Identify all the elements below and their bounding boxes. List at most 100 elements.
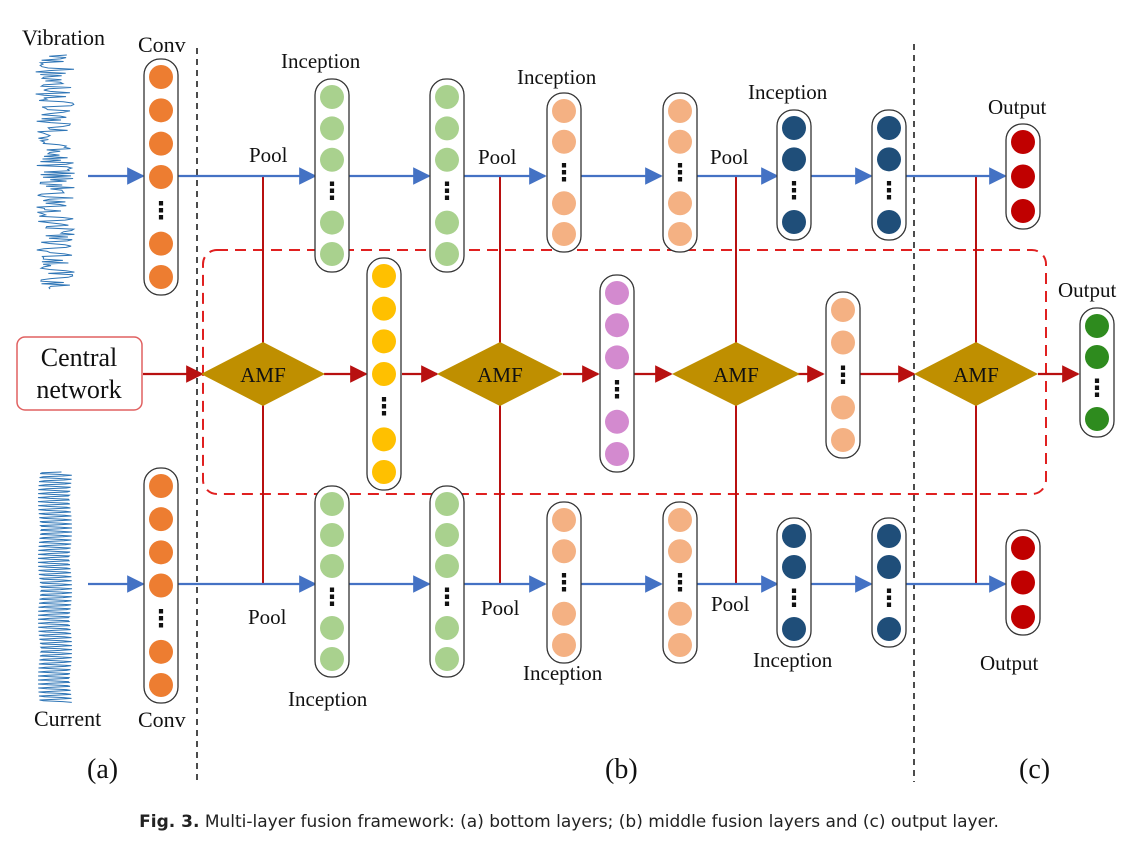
neuron-node bbox=[320, 523, 344, 547]
neuron-node bbox=[877, 555, 901, 579]
neuron-node bbox=[782, 147, 806, 172]
ellipsis-dots: ⋮ bbox=[149, 605, 173, 633]
inception2-column-bottom-b: ⋮ bbox=[662, 501, 698, 664]
amf-block-3: AMF bbox=[672, 342, 800, 406]
neuron-node bbox=[372, 362, 396, 386]
neuron-node bbox=[668, 99, 692, 123]
neuron-node bbox=[782, 524, 806, 548]
neuron-node bbox=[372, 460, 396, 484]
neuron-node bbox=[435, 554, 459, 578]
conv-column-top: ⋮ bbox=[143, 58, 179, 296]
ellipsis-dots: ⋮ bbox=[320, 583, 344, 611]
ellipsis-dots: ⋮ bbox=[877, 584, 901, 612]
neuron-node bbox=[782, 210, 806, 234]
neuron-node bbox=[1011, 130, 1035, 154]
middle-column-1: ⋮ bbox=[366, 257, 402, 491]
pool-label-top-1: Pool bbox=[249, 143, 288, 167]
neuron-node bbox=[605, 313, 629, 338]
ellipsis-dots: ⋮ bbox=[372, 393, 396, 421]
neuron-node bbox=[552, 633, 576, 657]
ellipsis-dots: ⋮ bbox=[552, 569, 576, 597]
amf-label: AMF bbox=[240, 363, 286, 387]
column-frame bbox=[825, 291, 861, 459]
neuron-node bbox=[320, 616, 344, 640]
final-output-column: ⋮ bbox=[1079, 307, 1115, 438]
neuron-node bbox=[435, 492, 459, 516]
current-label: Current bbox=[34, 706, 101, 731]
neuron-node bbox=[605, 345, 629, 370]
neuron-node bbox=[149, 474, 173, 498]
ellipsis-dots: ⋮ bbox=[435, 177, 459, 205]
neuron-node bbox=[320, 647, 344, 671]
neuron-node bbox=[552, 191, 576, 216]
neuron-node bbox=[877, 116, 901, 140]
ellipsis-dots: ⋮ bbox=[782, 584, 806, 612]
inception3-column-top-a: ⋮ bbox=[776, 109, 812, 241]
neuron-node bbox=[435, 147, 459, 172]
amf-label: AMF bbox=[713, 363, 759, 387]
pool-label-bottom-1: Pool bbox=[248, 605, 287, 629]
vibration-label: Vibration bbox=[22, 25, 105, 50]
neuron-node bbox=[149, 98, 173, 123]
inception-label-bottom-2: Inception bbox=[523, 661, 603, 685]
column-frame bbox=[776, 109, 812, 241]
neuron-node bbox=[372, 296, 396, 321]
neuron-node bbox=[1011, 536, 1035, 560]
neuron-node bbox=[149, 639, 173, 664]
inception-label-bottom-3: Inception bbox=[753, 648, 833, 672]
neuron-node bbox=[552, 508, 576, 532]
panel-label-a: (a) bbox=[87, 754, 118, 785]
output-label-bottom: Output bbox=[980, 651, 1039, 675]
ellipsis-dots: ⋮ bbox=[552, 159, 576, 187]
ellipsis-dots: ⋮ bbox=[668, 159, 692, 187]
figure-number: Fig. 3. bbox=[139, 812, 200, 832]
central-network-box: Central network bbox=[16, 336, 143, 411]
neuron-node bbox=[149, 165, 173, 189]
neuron-node bbox=[782, 617, 806, 641]
neuron-node bbox=[320, 116, 344, 141]
neuron-node bbox=[149, 573, 173, 598]
inception2-column-top-a: ⋮ bbox=[546, 92, 582, 253]
column-frame bbox=[776, 517, 812, 648]
output-column-bottom bbox=[1005, 529, 1041, 636]
neuron-node bbox=[668, 191, 692, 216]
neuron-node bbox=[149, 231, 173, 256]
conv-label-bottom: Conv bbox=[138, 707, 186, 732]
neuron-node bbox=[605, 281, 629, 305]
neuron-node bbox=[605, 442, 629, 466]
neuron-node bbox=[149, 540, 173, 565]
ellipsis-dots: ⋮ bbox=[435, 583, 459, 611]
output-column-top bbox=[1005, 123, 1041, 230]
neuron-node bbox=[372, 264, 396, 288]
output-label-middle: Output bbox=[1058, 278, 1117, 302]
neuron-node bbox=[831, 330, 855, 355]
amf-label: AMF bbox=[477, 363, 523, 387]
column-frame bbox=[546, 92, 582, 253]
neuron-node bbox=[552, 222, 576, 246]
ellipsis-dots: ⋮ bbox=[1085, 374, 1109, 402]
neuron-node bbox=[1011, 605, 1035, 629]
neuron-node bbox=[149, 673, 173, 697]
column-frame bbox=[871, 517, 907, 648]
ellipsis-dots: ⋮ bbox=[605, 376, 629, 404]
inception1-column-bottom-b: ⋮ bbox=[429, 485, 465, 678]
neuron-node bbox=[668, 508, 692, 532]
inception3-column-bottom-b: ⋮ bbox=[871, 517, 907, 648]
neuron-node bbox=[372, 427, 396, 452]
neuron-node bbox=[320, 210, 344, 235]
central-network-line2: network bbox=[36, 375, 121, 404]
neuron-node bbox=[877, 524, 901, 548]
neuron-node bbox=[877, 210, 901, 234]
neuron-node bbox=[782, 555, 806, 579]
neuron-node bbox=[435, 616, 459, 640]
ellipsis-dots: ⋮ bbox=[320, 177, 344, 205]
neuron-node bbox=[668, 539, 692, 564]
inception1-column-top-a: ⋮ bbox=[314, 78, 350, 273]
inception-label-top-2: Inception bbox=[517, 65, 597, 89]
inception2-column-top-b: ⋮ bbox=[662, 92, 698, 253]
neuron-node bbox=[552, 99, 576, 123]
ellipsis-dots: ⋮ bbox=[877, 177, 901, 205]
column-frame bbox=[1079, 307, 1115, 438]
neuron-node bbox=[668, 633, 692, 657]
inception3-column-top-b: ⋮ bbox=[871, 109, 907, 241]
